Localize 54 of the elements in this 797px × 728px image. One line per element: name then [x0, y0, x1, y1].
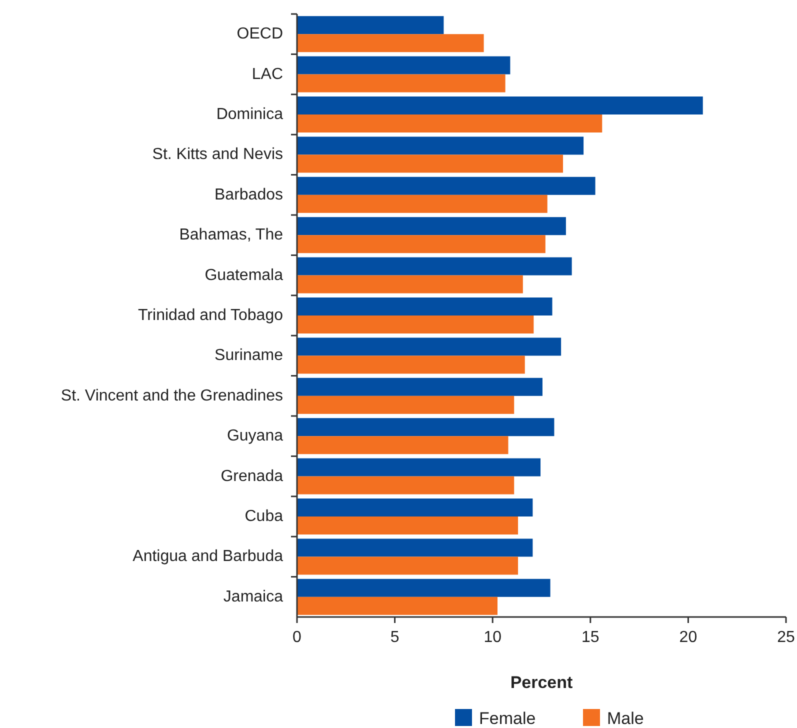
bar [297, 556, 518, 575]
bar [297, 34, 484, 52]
bar [297, 436, 508, 454]
x-tick-label: 10 [484, 629, 502, 646]
bar [297, 458, 541, 476]
y-tick-label: Trinidad and Tobago [138, 307, 284, 324]
bar [297, 154, 564, 173]
bar [297, 176, 596, 195]
bar [297, 194, 548, 213]
y-tick-label: Jamaica [223, 588, 284, 606]
bar [297, 114, 602, 132]
bar [297, 136, 584, 155]
x-tick-label: 0 [292, 629, 302, 646]
y-tick-label: Bahamas, The [179, 226, 284, 244]
x-tick-label: 25 [777, 629, 795, 646]
y-tick-label: Dominica [216, 106, 284, 123]
y-tick-label: Grenada [220, 468, 284, 485]
bar [297, 316, 534, 334]
bar [297, 16, 444, 34]
bar [297, 56, 510, 74]
bar [297, 378, 542, 396]
y-tick-label: Guatemala [204, 266, 284, 284]
y-tick-label: Cuba [244, 508, 284, 525]
y-tick-label: Barbados [214, 186, 283, 204]
y-tick-label: Guyana [226, 428, 284, 445]
bar [297, 235, 546, 254]
y-tick-label: OECD [236, 26, 283, 43]
bar [297, 74, 506, 92]
bar [297, 418, 554, 436]
bar [297, 275, 523, 294]
bar [297, 596, 498, 615]
y-tick-label: LAC [252, 66, 283, 83]
bar [297, 217, 566, 236]
legend-label: Female [479, 709, 536, 728]
x-axis-title: Percent [510, 673, 574, 692]
legend-label: Male [607, 709, 644, 728]
bar [297, 578, 550, 597]
bar [297, 476, 514, 494]
x-tick-label: 15 [582, 629, 600, 646]
bar [297, 96, 703, 114]
bar [297, 498, 533, 516]
bar [297, 356, 525, 374]
bar [297, 298, 552, 316]
x-tick-label: 20 [679, 629, 698, 646]
bar [297, 396, 514, 414]
y-tick-label: St. Kitts and Nevis [152, 146, 283, 164]
bar [297, 338, 562, 356]
bar [297, 257, 572, 276]
y-tick-label: Suriname [214, 347, 284, 364]
y-tick-label: St. Vincent and the Grenadines [60, 387, 283, 404]
bar [297, 516, 518, 534]
y-tick-label: Antigua and Barbuda [132, 548, 284, 566]
x-tick-label: 5 [390, 629, 400, 646]
bar [297, 538, 533, 557]
